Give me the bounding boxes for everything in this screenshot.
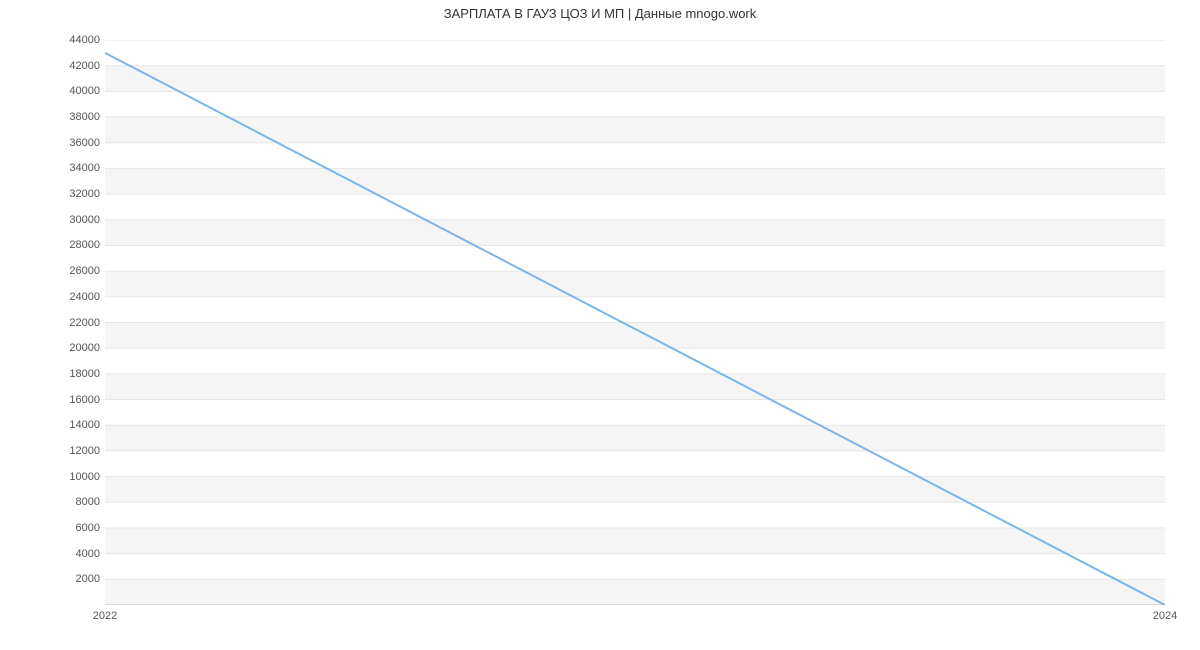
y-tick-label: 34000 [69,162,100,174]
x-tick-label: 2022 [93,610,117,622]
y-tick-label: 10000 [69,471,100,483]
y-tick-label: 22000 [69,317,100,329]
chart-title: ЗАРПЛАТА В ГАУЗ ЦОЗ И МП | Данные mnogo.… [0,6,1200,21]
y-tick-label: 4000 [76,548,100,560]
y-tick-label: 12000 [69,445,100,457]
y-tick-label: 24000 [69,291,100,303]
y-tick-label: 6000 [76,522,100,534]
y-tick-label: 32000 [69,188,100,200]
salary-chart: ЗАРПЛАТА В ГАУЗ ЦОЗ И МП | Данные mnogo.… [0,0,1200,650]
y-tick-label: 42000 [69,60,100,72]
y-tick-label: 16000 [69,394,100,406]
y-tick-label: 2000 [76,573,100,585]
y-tick-label: 38000 [69,111,100,123]
x-tick-label: 2024 [1153,610,1177,622]
y-tick-label: 20000 [69,342,100,354]
y-tick-label: 18000 [69,368,100,380]
y-tick-label: 28000 [69,239,100,251]
y-tick-label: 40000 [69,85,100,97]
y-tick-label: 36000 [69,137,100,149]
y-tick-label: 44000 [69,34,100,46]
chart-svg [105,40,1165,605]
plot-area [105,40,1165,605]
y-tick-label: 26000 [69,265,100,277]
y-tick-label: 8000 [76,496,100,508]
y-tick-label: 14000 [69,419,100,431]
y-tick-label: 30000 [69,214,100,226]
